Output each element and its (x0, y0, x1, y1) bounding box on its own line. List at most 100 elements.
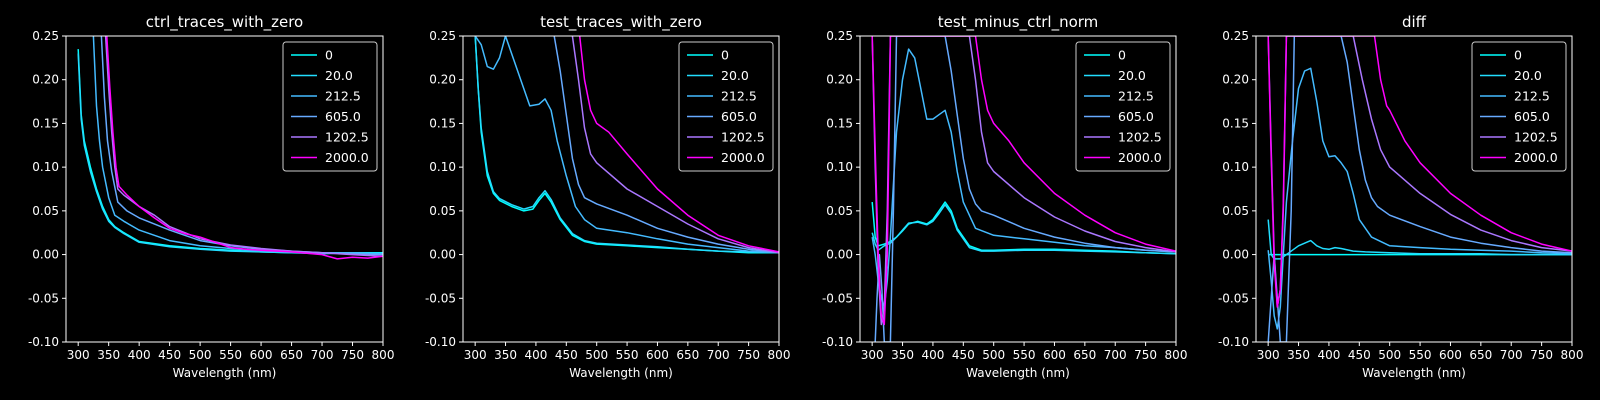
series-line-20-0 (474, 36, 779, 254)
x-tick-label: 700 (311, 348, 334, 362)
y-tick-label: 0.15 (32, 116, 59, 130)
x-tick-label: 600 (646, 348, 669, 362)
legend-label: 20.0 (1514, 68, 1542, 83)
series-group (474, 36, 779, 254)
series-line-212-5 (1267, 67, 1572, 330)
chart-panel-4: 300 350 400 450 500 550 600 650 700 750 800 -0.10 -0… (1218, 13, 1584, 380)
chart-panel-3: 300 350 400 450 500 550 600 650 700 750 800 -0.10 -0… (822, 13, 1188, 380)
y-tick-label: 0.20 (826, 73, 853, 87)
y-tick-label: -0.10 (822, 335, 853, 349)
legend-label: 0 (1118, 48, 1126, 63)
legend-label: 1202.5 (1118, 130, 1162, 145)
y-tick-label: 0.00 (1222, 248, 1249, 262)
series-line-605-0 (553, 36, 779, 254)
legend-label: 605.0 (1118, 109, 1154, 124)
legend-label: 2000.0 (721, 150, 765, 165)
legend-label: 2000.0 (1514, 150, 1558, 165)
chart-title: test_minus_ctrl_norm (938, 13, 1099, 32)
series-group (77, 36, 383, 260)
legend-label: 20.0 (325, 68, 353, 83)
x-tick-label: 650 (1073, 348, 1096, 362)
legend-label: 0 (721, 48, 729, 63)
y-tick-label: 0.15 (429, 116, 456, 130)
x-tick-label: 400 (921, 348, 944, 362)
y-tick-label: 0.10 (429, 160, 456, 174)
x-axis-label: Wavelength (nm) (173, 366, 277, 380)
legend-label: 20.0 (721, 68, 749, 83)
series-line-2000-0 (578, 36, 779, 253)
x-tick-label: 550 (219, 348, 242, 362)
y-tick-label: 0.05 (1222, 204, 1249, 218)
x-tick-label: 400 (1317, 348, 1340, 362)
x-tick-label: 800 (372, 348, 395, 362)
x-tick-label: 450 (158, 348, 181, 362)
y-tick-label: 0.10 (826, 160, 853, 174)
y-tick-label: 0.00 (826, 248, 853, 262)
series-line-20-0 (871, 203, 1176, 255)
y-tick-label: 0.25 (32, 29, 59, 43)
axes-frame (1255, 35, 1573, 343)
legend-label: 0 (1514, 48, 1522, 63)
x-axis-label: Wavelength (nm) (966, 366, 1070, 380)
axes-frame (65, 35, 384, 343)
legend-frame (1471, 41, 1567, 172)
y-tick-label: 0.25 (1222, 29, 1249, 43)
x-tick-label: 450 (1348, 348, 1371, 362)
x-tick-label: 750 (1134, 348, 1157, 362)
legend-label: 20.0 (1118, 68, 1146, 83)
x-tick-label: 350 (494, 348, 517, 362)
legend-label: 212.5 (325, 89, 361, 104)
series-line-212-5 (474, 36, 779, 254)
x-tick-label: 450 (952, 348, 975, 362)
x-tick-label: 700 (707, 348, 730, 362)
x-tick-label: 800 (1561, 348, 1584, 362)
series-line-2000-0 (106, 36, 383, 260)
x-tick-label: 300 (464, 348, 487, 362)
y-tick-label: -0.10 (425, 335, 456, 349)
x-tick-label: 750 (341, 348, 364, 362)
legend-label: 212.5 (1118, 89, 1154, 104)
legend-label: 605.0 (325, 109, 361, 124)
series-line-1202-5 (104, 36, 383, 258)
x-tick-label: 550 (1409, 348, 1432, 362)
x-tick-label: 300 (67, 348, 90, 362)
x-tick-label: 600 (250, 348, 273, 362)
y-tick-label: -0.05 (822, 291, 853, 305)
y-tick-label: 0.05 (32, 204, 59, 218)
legend-label: 212.5 (1514, 89, 1550, 104)
series-line-605-0 (1267, 36, 1572, 342)
series-group (1267, 36, 1572, 342)
legend-label: 605.0 (1514, 109, 1550, 124)
y-tick-label: 0.05 (826, 204, 853, 218)
legend-label: 1202.5 (325, 130, 369, 145)
legend: 0 20.0 212.5 605.0 1202.5 2000.0 (1075, 41, 1171, 172)
axes-frame (462, 35, 780, 343)
legend-frame (282, 41, 378, 172)
legend-label: 1202.5 (721, 130, 765, 145)
x-tick-label: 500 (585, 348, 608, 362)
y-tick-label: 0.00 (429, 248, 456, 262)
x-tick-label: 550 (616, 348, 639, 362)
x-tick-label: 350 (97, 348, 120, 362)
y-tick-label: -0.05 (1218, 291, 1249, 305)
y-tick-label: 0.00 (32, 248, 59, 262)
chart-panel-2: 300 350 400 450 500 550 600 650 700 750 800 -0.10 -0… (425, 13, 791, 380)
legend-frame (678, 41, 774, 172)
y-tick-label: 0.15 (826, 116, 853, 130)
x-tick-label: 700 (1104, 348, 1127, 362)
y-tick-label: -0.10 (28, 335, 59, 349)
y-tick-label: 0.25 (429, 29, 456, 43)
y-tick-label: 0.10 (32, 160, 59, 174)
y-tick-label: -0.05 (425, 291, 456, 305)
legend-label: 1202.5 (1514, 130, 1558, 145)
x-tick-label: 600 (1439, 348, 1462, 362)
x-tick-label: 650 (1469, 348, 1492, 362)
y-tick-label: -0.10 (1218, 335, 1249, 349)
x-axis-label: Wavelength (nm) (569, 366, 673, 380)
x-tick-label: 450 (555, 348, 578, 362)
x-tick-label: 300 (861, 348, 884, 362)
series-line-605-0 (874, 36, 1176, 342)
x-tick-label: 700 (1500, 348, 1523, 362)
x-tick-label: 650 (280, 348, 303, 362)
legend: 0 20.0 212.5 605.0 1202.5 2000.0 (282, 41, 378, 172)
